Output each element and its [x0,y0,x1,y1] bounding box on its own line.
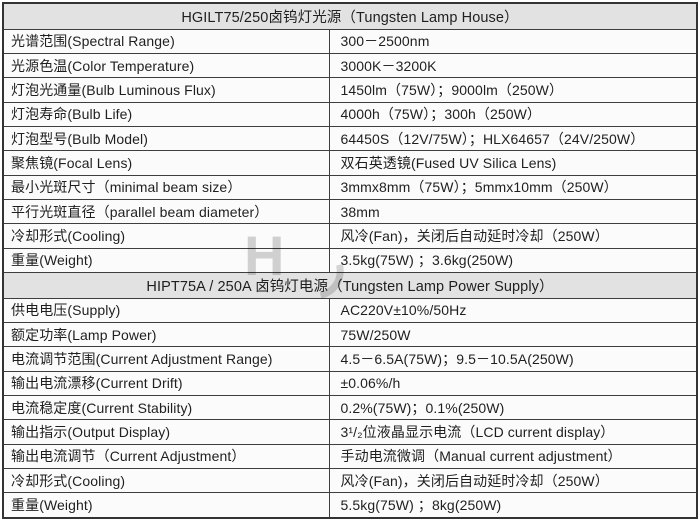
table-row: 冷却形式(Cooling) 风冷(Fan)，关闭后自动延时冷却（250W） [2,223,698,249]
table-row: 平行光斑直径（parallel beam diameter） 38mm [2,198,698,225]
spec-label: 额定功率(Lamp Power) [2,321,330,348]
spec-label: 冷却形式(Cooling) [2,223,330,249]
spec-label: 灯泡光通量(Bulb Luminous Flux) [2,77,330,103]
spec-label: 灯泡型号(Bulb Model) [2,125,330,152]
table-row: 灯泡寿命(Bulb Life) 4000h（75W）；300h（250W） [2,101,698,127]
spec-value: 64450S（12V/75W）；HLX64657（24V/250W） [328,125,698,152]
spec-value: 5.5kg(75W) ；8kg(250W) [328,492,698,519]
spec-label: 冷却形式(Cooling) [2,467,330,494]
spec-label: 电流稳定度(Current Stability) [2,394,330,421]
spec-value: 300－2500nm [328,28,698,54]
spec-value: 3mmx8mm（75W）；5mmx10mm（250W） [328,174,698,201]
table-row: 光谱范围(Spectral Range) 300－2500nm [2,28,698,54]
table-row: 灯泡光通量(Bulb Luminous Flux) 1450lm（75W）；90… [2,77,698,103]
spec-label: 电流调节范围(Current Adjustment Range) [2,346,330,372]
table-row: 聚焦镜(Focal Lens) 双石英透镜(Fused UV Silica Le… [2,150,698,176]
spec-value: 75W/250W [328,321,698,348]
spec-value: 风冷(Fan)，关闭后自动延时冷却（250W） [328,223,698,249]
table-row: 最小光斑尺寸（minimal beam size） 3mmx8mm（75W）；5… [2,174,698,201]
spec-value: 38mm [328,198,698,225]
spec-value: 4.5－6.5A(75W)；9.5－10.5A(250W) [328,346,698,372]
spec-label: 输出指示(Output Display) [2,419,330,445]
table-row: 输出电流调节（Current Adjustment） 手动电流微调（Manual… [2,443,698,469]
spec-value: 双石英透镜(Fused UV Silica Lens) [328,150,698,176]
table-row: 冷却形式(Cooling) 风冷(Fan)，关闭后自动延时冷却（250W） [2,467,698,494]
spec-label: 平行光斑直径（parallel beam diameter） [2,198,330,225]
spec-label: 光谱范围(Spectral Range) [2,28,330,54]
spec-label: 重量(Weight) [2,492,330,519]
spec-label: 输出电流调节（Current Adjustment） [2,443,330,469]
spec-value: 3¹/₂位液晶显示电流（LCD current display） [328,419,698,445]
spec-value: 手动电流微调（Manual current adjustment） [328,443,698,469]
spec-value: AC220V±10%/50Hz [328,297,698,323]
spec-label: 最小光斑尺寸（minimal beam size） [2,174,330,201]
table-row: 输出指示(Output Display) 3¹/₂位液晶显示电流（LCD cur… [2,419,698,445]
table-row: 光源色温(Color Temperature) 3000K－3200K [2,52,698,79]
table-row: 电流稳定度(Current Stability) 0.2%(75W)；0.1%(… [2,394,698,421]
table-row: 重量(Weight) 5.5kg(75W) ；8kg(250W) [2,492,698,519]
table-row: 输出电流漂移(Current Drift) ±0.06%/h [2,370,698,396]
section-header-power-supply: HIPT75A / 250A 卤钨灯电源（Tungsten Lamp Power… [2,272,698,299]
section-header-row-lamp-house: HGILT75/250卤钨灯光源（Tungsten Lamp House） [2,2,698,30]
spec-label: 聚焦镜(Focal Lens) [2,150,330,176]
spec-label: 供电电压(Supply) [2,297,330,323]
table-row: 供电电压(Supply) AC220V±10%/50Hz [2,297,698,323]
spec-value: 风冷(Fan)，关闭后自动延时冷却（250W） [328,467,698,494]
spec-value: 3.5kg(75W) ；3.6kg(250W) [328,247,698,274]
section-header-lamp-house: HGILT75/250卤钨灯光源（Tungsten Lamp House） [2,2,698,30]
spec-label: 输出电流漂移(Current Drift) [2,370,330,396]
table-row: 电流调节范围(Current Adjustment Range) 4.5－6.5… [2,346,698,372]
spec-label: 光源色温(Color Temperature) [2,52,330,79]
table-row: 灯泡型号(Bulb Model) 64450S（12V/75W）；HLX6465… [2,125,698,152]
spec-value: 1450lm（75W）；9000lm（250W） [328,77,698,103]
section-header-row-power-supply: HIPT75A / 250A 卤钨灯电源（Tungsten Lamp Power… [2,272,698,299]
spec-value: 4000h（75W）；300h（250W） [328,101,698,127]
spec-value: 0.2%(75W)；0.1%(250W) [328,394,698,421]
spec-label: 重量(Weight) [2,247,330,274]
spec-value: 3000K－3200K [328,52,698,79]
table-row: 重量(Weight) 3.5kg(75W) ；3.6kg(250W) [2,247,698,274]
spec-label: 灯泡寿命(Bulb Life) [2,101,330,127]
spec-value: ±0.06%/h [328,370,698,396]
table-row: 额定功率(Lamp Power) 75W/250W [2,321,698,348]
